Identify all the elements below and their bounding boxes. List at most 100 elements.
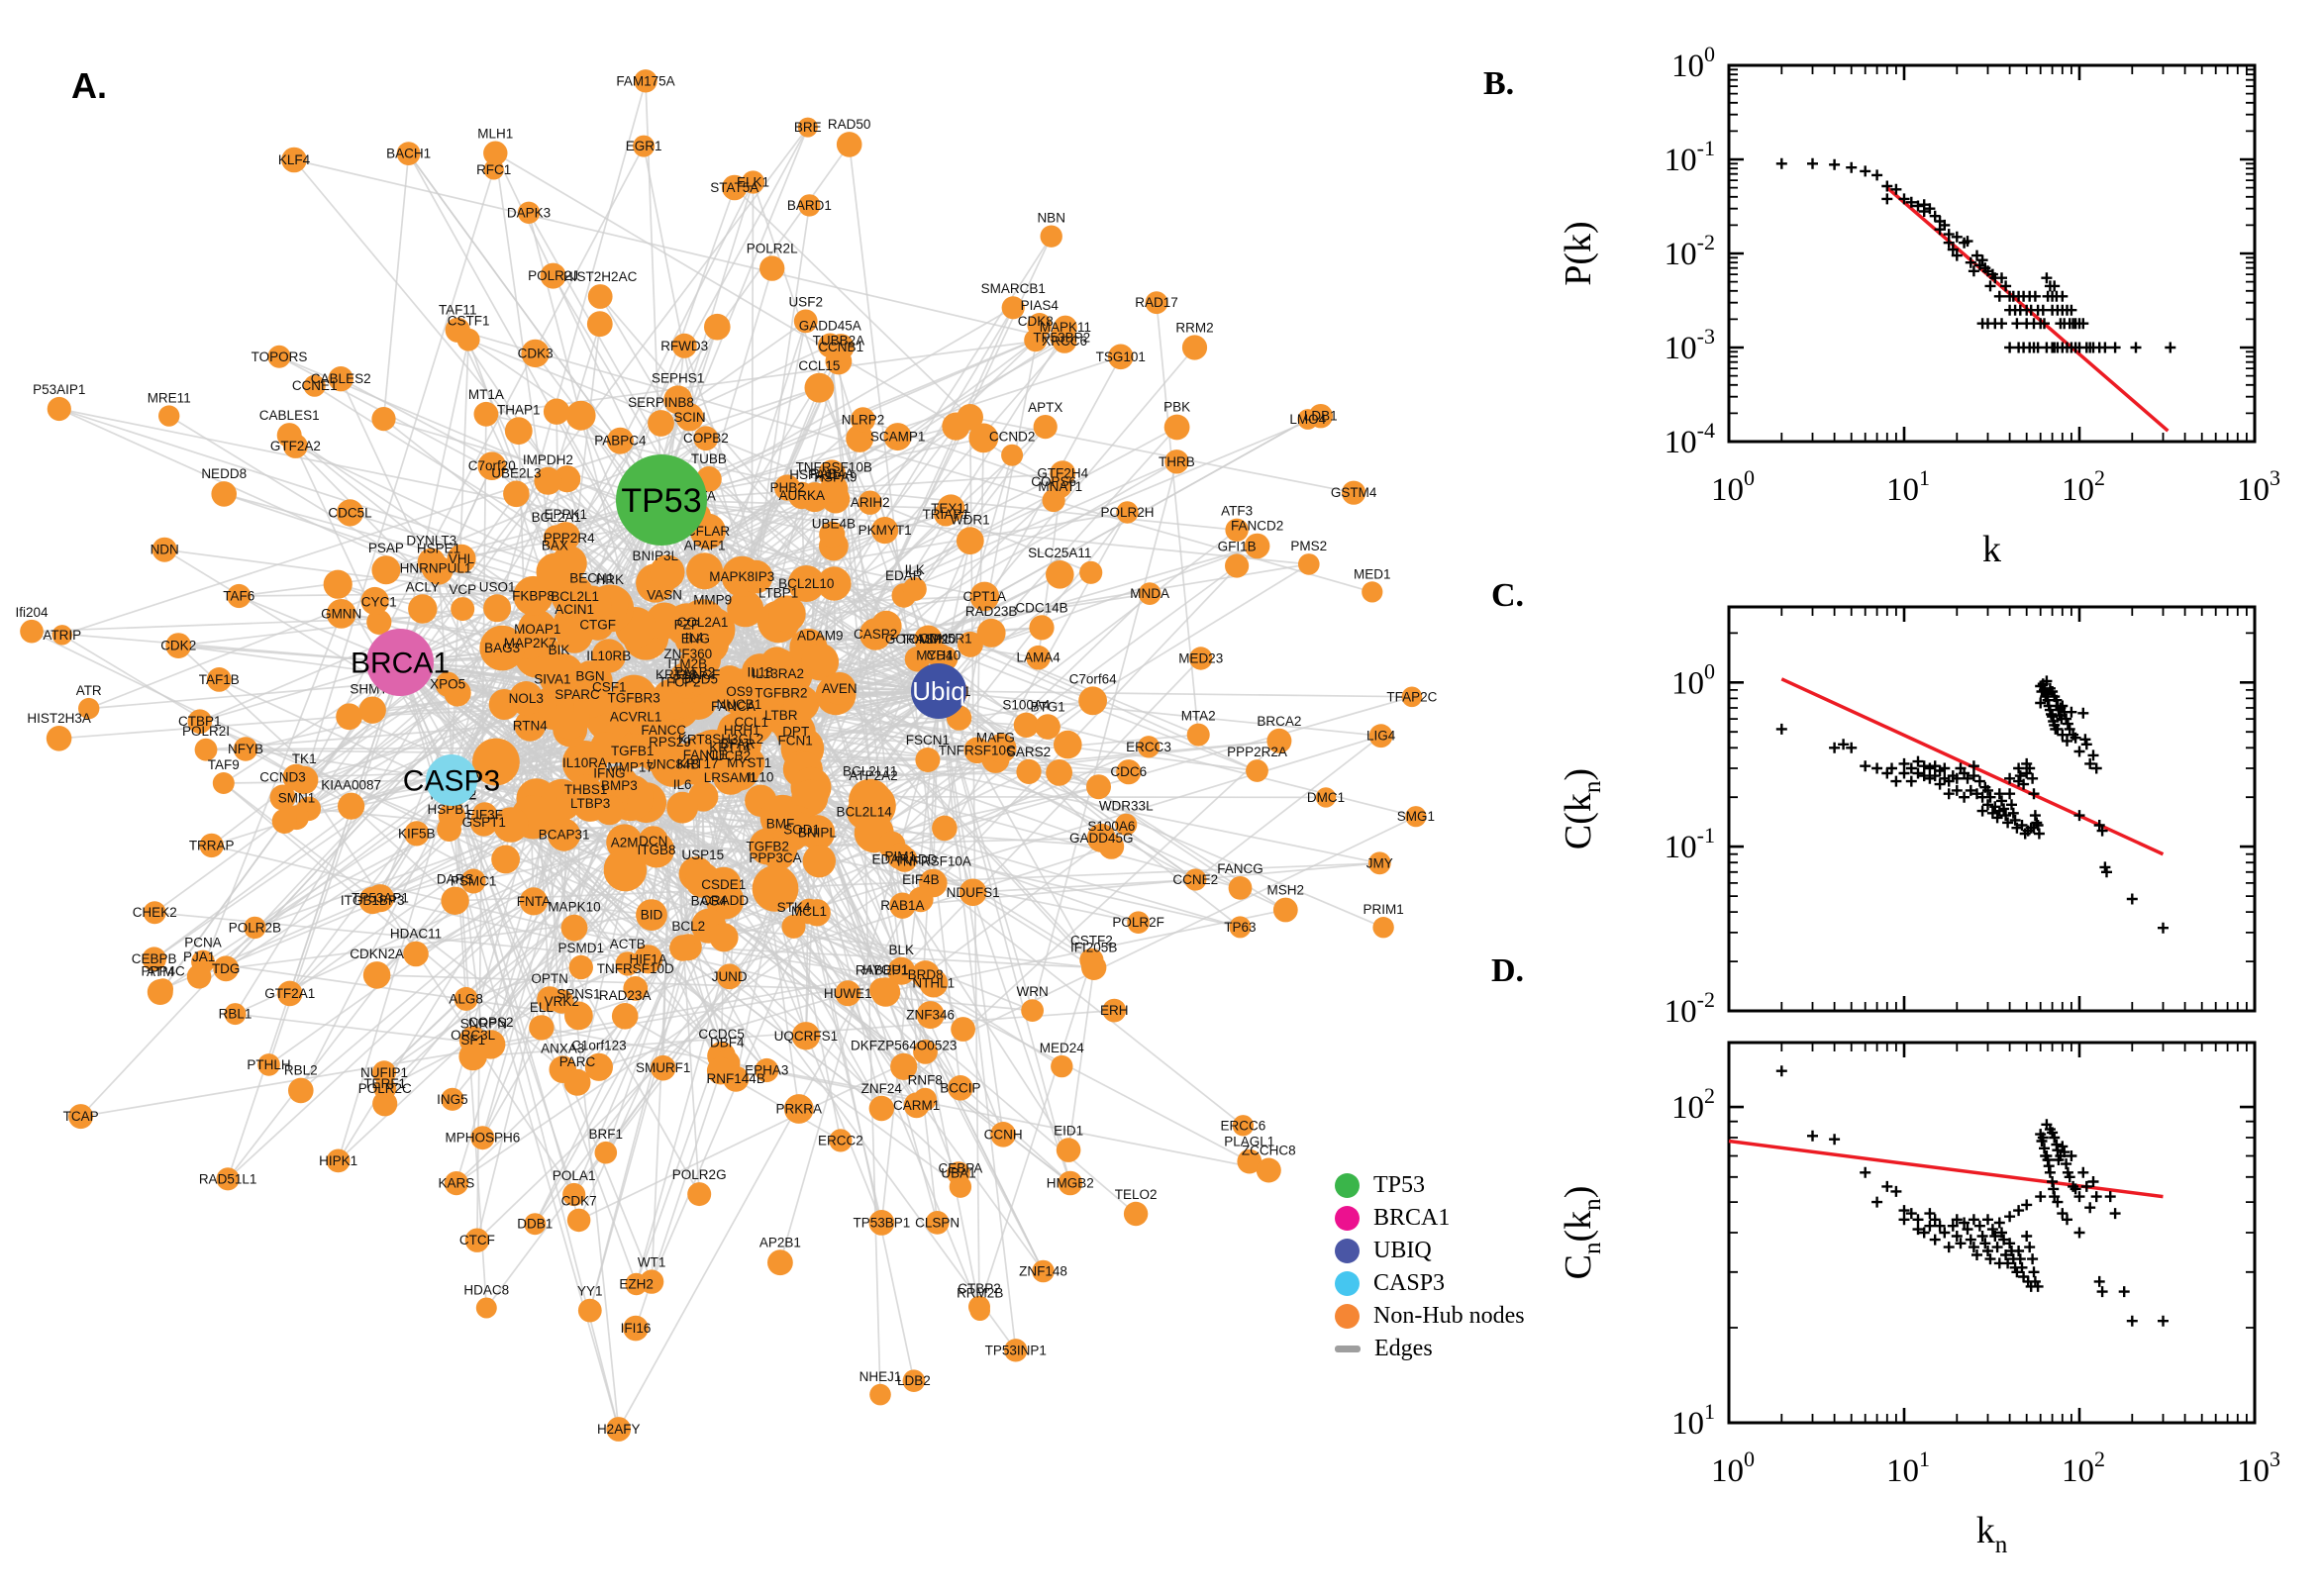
svg-text:NUCB2: NUCB2: [705, 748, 751, 763]
svg-text:IFI205B: IFI205B: [1070, 941, 1117, 955]
svg-text:ELL: ELL: [530, 1000, 555, 1015]
svg-text:TGFBR2: TGFBR2: [755, 685, 807, 700]
svg-text:TP53: TP53: [621, 482, 701, 520]
svg-text:BNIP3L: BNIP3L: [633, 549, 679, 563]
svg-text:RRM2: RRM2: [1175, 321, 1213, 336]
svg-text:TNFRSF10B: TNFRSF10B: [796, 460, 872, 475]
svg-text:CCDC5: CCDC5: [698, 1027, 745, 1042]
svg-text:VRK2: VRK2: [545, 994, 579, 1009]
svg-text:EPPK1: EPPK1: [545, 507, 588, 522]
svg-text:LTBR: LTBR: [764, 708, 798, 723]
legend-item-ubiq: UBIQ: [1335, 1235, 1525, 1267]
svg-text:SERPINB8: SERPINB8: [628, 395, 694, 410]
legend-label: TP53: [1373, 1172, 1426, 1198]
svg-text:THAP1: THAP1: [497, 402, 541, 417]
svg-text:KIF5B: KIF5B: [398, 826, 436, 841]
svg-text:ACTB: ACTB: [610, 937, 646, 951]
svg-text:CCNB1: CCNB1: [818, 340, 863, 354]
svg-text:GSTM4: GSTM4: [1331, 485, 1377, 500]
svg-text:PPP2R2A: PPP2R2A: [1227, 745, 1287, 759]
svg-text:10-2: 10-2: [1665, 987, 1715, 1030]
svg-text:ARIH2: ARIH2: [851, 495, 890, 510]
svg-text:LRSAM1: LRSAM1: [704, 770, 758, 785]
svg-text:PCNA: PCNA: [184, 936, 222, 950]
svg-text:APTX: APTX: [1028, 400, 1062, 415]
svg-text:RAD51L1: RAD51L1: [199, 1171, 257, 1186]
svg-text:BMP3: BMP3: [601, 778, 638, 793]
svg-text:MYST1: MYST1: [727, 755, 771, 770]
svg-text:NFYB: NFYB: [228, 742, 263, 756]
svg-text:RPS29: RPS29: [649, 735, 691, 749]
svg-text:CCNH: CCNH: [984, 1127, 1023, 1142]
svg-text:BNIPL: BNIPL: [798, 825, 838, 840]
svg-text:FANCF: FANCF: [676, 667, 720, 682]
svg-text:BAG4: BAG4: [691, 894, 728, 909]
svg-text:HDAC8: HDAC8: [463, 1283, 509, 1298]
svg-text:LDB2: LDB2: [897, 1373, 931, 1388]
svg-text:MED1: MED1: [1354, 566, 1391, 581]
svg-text:RAB1A: RAB1A: [880, 898, 924, 913]
svg-text:FANCA: FANCA: [711, 699, 756, 714]
svg-text:101: 101: [1671, 1399, 1715, 1442]
svg-text:MT1A: MT1A: [468, 387, 504, 402]
svg-text:TGFB1: TGFB1: [611, 744, 655, 758]
ubiq-marker-icon: [1335, 1239, 1360, 1263]
svg-text:ERH: ERH: [1100, 1003, 1129, 1018]
svg-text:CCL15: CCL15: [798, 358, 840, 373]
svg-text:10-2: 10-2: [1665, 230, 1715, 272]
svg-text:LTBP3: LTBP3: [570, 796, 610, 811]
svg-text:DDB1: DDB1: [517, 1217, 553, 1232]
svg-text:TOPORS: TOPORS: [252, 349, 308, 364]
svg-text:TELO2: TELO2: [1115, 1187, 1158, 1202]
svg-text:SH3GL2: SH3GL2: [712, 732, 763, 747]
svg-text:APAF1: APAF1: [684, 538, 726, 552]
svg-text:CDK2: CDK2: [160, 639, 196, 653]
svg-text:TERF1: TERF1: [363, 1076, 406, 1091]
svg-text:RRM2B: RRM2B: [957, 1285, 1003, 1300]
svg-text:AP2B1: AP2B1: [759, 1235, 801, 1249]
svg-text:CDKN2A: CDKN2A: [350, 947, 404, 961]
svg-text:FANCD2: FANCD2: [1231, 519, 1283, 534]
svg-text:P53AIP1: P53AIP1: [33, 382, 85, 397]
svg-text:EZH2: EZH2: [619, 1277, 654, 1292]
svg-text:102: 102: [2062, 465, 2105, 508]
svg-text:NOL3: NOL3: [509, 691, 544, 706]
svg-text:SCIN: SCIN: [673, 410, 705, 425]
svg-text:SMURF1: SMURF1: [636, 1060, 691, 1075]
svg-text:FANCC: FANCC: [641, 723, 686, 738]
svg-text:HSPA1L: HSPA1L: [789, 467, 840, 482]
hub-brca1: BRCA1: [351, 629, 450, 696]
svg-text:TAF1B: TAF1B: [199, 672, 240, 687]
svg-text:HIF1A: HIF1A: [629, 951, 666, 966]
svg-text:100: 100: [1711, 465, 1755, 508]
svg-text:FANCE: FANCE: [683, 748, 728, 762]
svg-text:IL6: IL6: [673, 777, 692, 792]
svg-text:Ifi204: Ifi204: [15, 605, 49, 620]
svg-text:PBK: PBK: [1163, 400, 1190, 415]
svg-text:IL18: IL18: [748, 664, 773, 679]
legend-label: CASP3: [1373, 1270, 1446, 1296]
svg-text:CDK8: CDK8: [1018, 314, 1054, 329]
svg-text:HNRNPUL1: HNRNPUL1: [400, 560, 472, 575]
svg-text:KRT8: KRT8: [678, 733, 712, 748]
svg-text:RFC1: RFC1: [476, 162, 511, 177]
svg-text:CSDE1: CSDE1: [701, 877, 746, 892]
svg-text:100: 100: [1711, 1446, 1755, 1489]
svg-text:ZNF148: ZNF148: [1019, 1264, 1067, 1279]
svg-text:KRT17: KRT17: [677, 756, 719, 771]
svg-text:MNDA: MNDA: [1130, 586, 1169, 601]
svg-text:MTA2: MTA2: [1181, 709, 1216, 724]
svg-text:PRKRA: PRKRA: [776, 1102, 823, 1117]
svg-text:ACVRL1: ACVRL1: [610, 710, 662, 725]
svg-text:ATF3: ATF3: [1221, 504, 1253, 519]
scatter-points: [1775, 157, 2176, 353]
svg-text:CPT1A: CPT1A: [963, 589, 1007, 604]
panel-label-a: A.: [71, 65, 107, 106]
svg-text:CCND3: CCND3: [259, 770, 306, 785]
svg-text:VCP: VCP: [449, 582, 476, 597]
svg-text:CABLES1: CABLES1: [259, 408, 320, 423]
svg-text:CDC5L: CDC5L: [328, 505, 372, 520]
svg-text:GMNN: GMNN: [321, 606, 361, 621]
svg-text:TGFB2: TGFB2: [746, 839, 789, 853]
